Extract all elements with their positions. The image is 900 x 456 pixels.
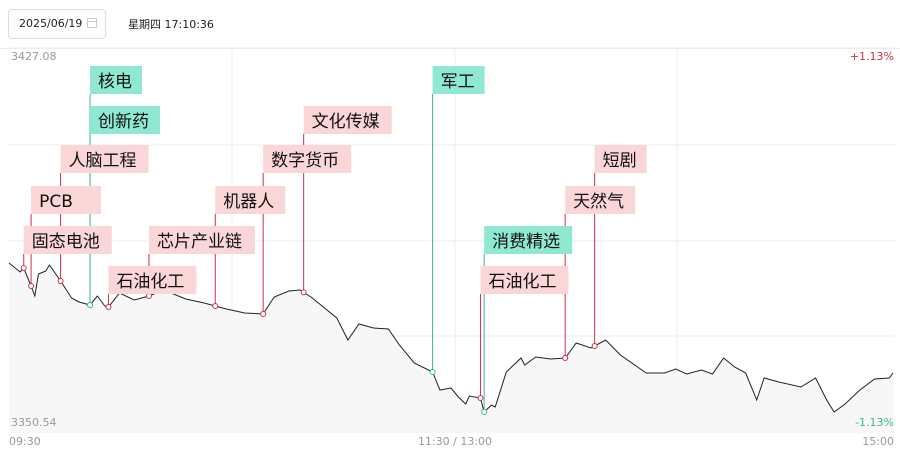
annotation-marker [300, 289, 307, 296]
x-tick-label: 11:30 / 13:00 [418, 435, 492, 448]
annotation-tag-background [432, 66, 485, 94]
annotation-marker [481, 408, 488, 415]
annotation-tag-background [90, 66, 143, 94]
annotation-markers [20, 264, 598, 415]
price-line [8, 262, 894, 413]
annotation-marker [477, 394, 484, 401]
annotation-tag: PCB [31, 186, 102, 214]
annotation-tag: 短剧 [594, 145, 647, 173]
annotation-tag: 天然气 [565, 186, 636, 214]
annotation-marker [145, 292, 152, 299]
annotation-tag-background [484, 226, 573, 254]
annotation-tag-label: PCB [39, 192, 73, 212]
annotation-marker [28, 283, 35, 290]
annotation-marker [591, 343, 598, 350]
calendar-icon[interactable] [87, 18, 97, 28]
y-top-label: 3427.08 [11, 50, 57, 63]
pct-top-label: +1.13% [850, 50, 894, 63]
annotation-tag-label: 人脑工程 [69, 151, 137, 171]
annotation-tag-background [108, 266, 197, 294]
price-area-fill [9, 263, 893, 432]
annotation-marker [212, 302, 219, 309]
annotation-marker [260, 311, 267, 318]
x-tick-label: 09:30 [9, 435, 41, 448]
annotation-tag-background [263, 145, 352, 173]
annotation-marker [429, 368, 436, 375]
date-value: 2025/06/19 [19, 17, 83, 30]
annotation-tag-background [23, 226, 112, 254]
annotation-tag-label: 数字货币 [271, 151, 339, 171]
annotation-tag-background [31, 186, 102, 214]
annotation-tag: 人脑工程 [60, 145, 149, 173]
annotation-marker [562, 354, 569, 361]
annotation-tag-label: 创新药 [98, 112, 149, 132]
annotation-tag-label: 消费精选 [492, 232, 560, 252]
annotation-tag-background [60, 145, 149, 173]
annotation-tag-label: 石油化工 [116, 272, 184, 292]
annotation-tag: 核电 [90, 66, 143, 94]
pct-bottom-label: -1.13% [855, 416, 894, 429]
annotation-tag-background [215, 186, 286, 214]
annotation-tag-label: 天然气 [573, 192, 624, 212]
annotation-tag-background [148, 226, 255, 254]
annotation-tags: 核电创新药人脑工程PCB固态电池石油化工芯片产业链机器人数字货币文化传媒军工消费… [23, 66, 647, 294]
annotation-tag: 创新药 [90, 106, 161, 134]
annotation-tag-label: 军工 [441, 72, 475, 92]
annotation-tag: 机器人 [215, 186, 286, 214]
annotation-tag: 石油化工 [108, 266, 197, 294]
annotation-tag: 消费精选 [484, 226, 573, 254]
y-bottom-label: 3350.54 [11, 416, 57, 429]
annotation-tag: 文化传媒 [303, 106, 392, 134]
annotation-tag-label: 固态电池 [32, 232, 100, 252]
x-tick-label: 15:00 [862, 435, 894, 448]
annotation-tag-label: 机器人 [223, 192, 274, 212]
annotation-marker [20, 264, 27, 271]
annotation-marker [87, 302, 94, 309]
annotation-marker [105, 303, 112, 310]
annotation-tag: 固态电池 [23, 226, 112, 254]
annotation-tag: 数字货币 [263, 145, 352, 173]
annotation-tag-label: 核电 [98, 72, 132, 92]
annotation-tag-background [565, 186, 636, 214]
annotation-tag-label: 短剧 [603, 151, 637, 171]
annotation-tag: 军工 [432, 66, 485, 94]
annotation-tag-background [480, 266, 569, 294]
annotation-marker [57, 277, 64, 284]
annotation-tag-background [594, 145, 647, 173]
annotation-tag: 石油化工 [480, 266, 569, 294]
annotation-tag-label: 石油化工 [488, 272, 556, 292]
weekday-time: 星期四 17:10:36 [128, 18, 214, 31]
annotation-tag-background [90, 106, 161, 134]
annotation-tag-label: 文化传媒 [312, 112, 380, 132]
annotation-tag: 芯片产业链 [148, 226, 255, 254]
annotation-tag-label: 芯片产业链 [157, 232, 242, 252]
date-picker-input[interactable]: 2025/06/19 [8, 9, 106, 39]
annotation-tag-background [303, 106, 392, 134]
